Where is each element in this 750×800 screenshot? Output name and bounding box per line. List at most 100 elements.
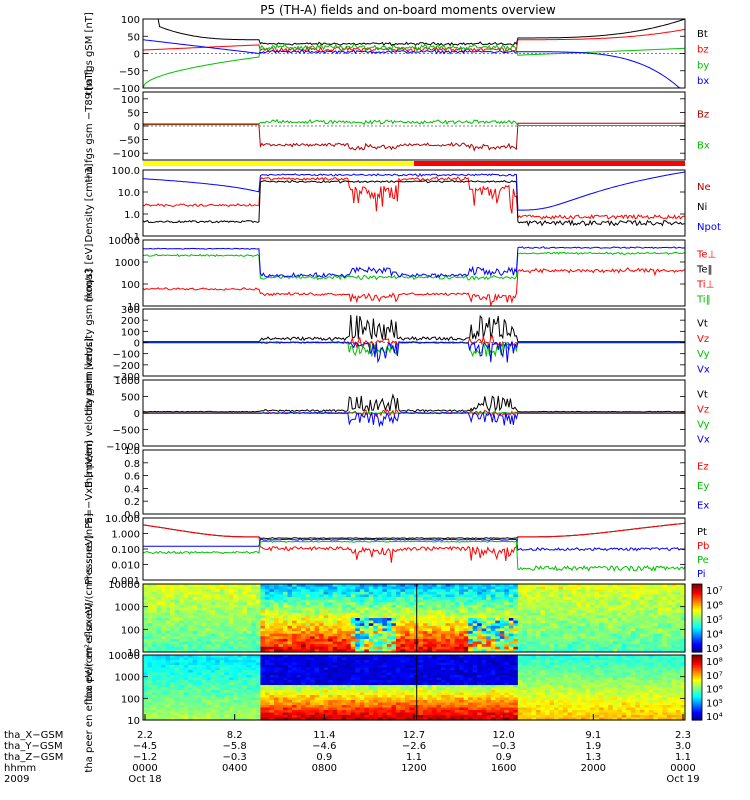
heatmap-cell [323, 665, 329, 669]
heatmap-cell [197, 662, 203, 666]
heatmap-cell [526, 628, 533, 632]
heatmap-cell [292, 597, 298, 601]
heatmap-cell [432, 591, 438, 596]
heatmap-cell [346, 685, 352, 689]
heatmap-cell [409, 594, 415, 598]
heatmap-cell [535, 604, 542, 609]
heatmap-cell [264, 584, 271, 588]
heatmap-cell [179, 680, 185, 684]
heatmap-cell [382, 695, 388, 699]
heatmap-cell [522, 620, 528, 624]
heatmap-cell [273, 662, 280, 666]
heatmap-cell [459, 628, 465, 632]
heatmap-cell [188, 641, 194, 645]
colorbar-segment [692, 636, 702, 639]
heatmap-cell [400, 707, 406, 711]
heatmap-cell [432, 633, 438, 637]
heatmap-cell [423, 638, 429, 643]
heatmap-cell [468, 584, 474, 588]
heatmap-cell [188, 597, 194, 601]
heatmap-cell [558, 586, 564, 590]
heatmap-cell [436, 607, 442, 611]
heatmap-cell [283, 599, 289, 603]
heatmap-cell [630, 638, 636, 643]
heatmap-cell [201, 675, 207, 679]
heatmap-cell [296, 589, 302, 593]
heatmap-cell [192, 628, 198, 632]
heatmap-cell [319, 620, 325, 624]
heatmap-cell [468, 628, 474, 632]
heatmap-cell [269, 680, 275, 684]
heatmap-cell [147, 675, 153, 679]
heatmap-cell [233, 662, 239, 666]
heatmap-cell [653, 625, 659, 630]
heatmap-cell [287, 586, 293, 590]
colorbar-segment [692, 595, 702, 599]
heatmap-cell [540, 615, 546, 619]
heatmap-cell [287, 657, 293, 661]
heatmap-cell [368, 625, 374, 630]
heatmap-cell [215, 599, 221, 603]
heatmap-cell [364, 660, 370, 664]
heatmap-cell [359, 695, 365, 699]
heatmap-cell [292, 712, 298, 716]
heatmap-cell [156, 633, 162, 637]
heatmap-cell [373, 607, 379, 611]
heatmap-cell [183, 702, 189, 706]
heatmap-cell [621, 631, 627, 635]
heatmap-cell [418, 620, 424, 624]
heatmap-cell [165, 638, 171, 643]
heatmap-cell [305, 692, 311, 696]
heatmap-cell [255, 586, 262, 590]
heatmap-cell [201, 682, 207, 686]
heatmap-cell [454, 644, 460, 648]
heatmap-cell [594, 615, 600, 619]
heatmap-cell [224, 660, 230, 664]
heatmap-cell [382, 715, 388, 719]
heatmap-cell [183, 717, 189, 721]
heatmap-cell [341, 705, 347, 709]
heatmap-cell [292, 675, 298, 679]
heatmap-cell [468, 649, 474, 653]
heatmap-cell [147, 610, 153, 614]
heatmap-cell [237, 597, 243, 601]
heatmap-cell [287, 618, 293, 622]
heatmap-cell [581, 633, 587, 637]
heatmap-cell [174, 625, 180, 630]
heatmap-cell [165, 697, 171, 701]
heatmap-cell [395, 692, 402, 696]
heatmap-cell [206, 625, 212, 630]
heatmap-cell [242, 685, 248, 689]
heatmap-cell [201, 594, 207, 598]
heatmap-cell [188, 620, 194, 624]
heatmap-cell [364, 589, 370, 593]
heatmap-cell [531, 641, 537, 645]
heatmap-cell [436, 586, 442, 590]
heatmap-cell [287, 700, 293, 704]
heatmap-cell [201, 697, 207, 701]
heatmap-cell [630, 612, 636, 616]
heatmap-cell [508, 649, 514, 653]
heatmap-cell [328, 680, 334, 684]
heatmap-cell [328, 591, 334, 596]
heatmap-cell [269, 655, 275, 659]
heatmap-cell [233, 615, 239, 619]
heatmap-cell [364, 705, 370, 709]
heatmap-cell [391, 670, 397, 674]
heatmap-cell [662, 644, 668, 648]
y-tick-label: 300 [121, 305, 140, 316]
heatmap-cell [143, 636, 149, 640]
heatmap-cell [513, 612, 519, 616]
heatmap-cell [364, 717, 370, 721]
heatmap-cell [558, 599, 564, 603]
heatmap-cell [296, 586, 302, 590]
heatmap-cell [319, 717, 325, 721]
heatmap-cell [576, 604, 582, 609]
heatmap-cell [341, 712, 347, 716]
heatmap-cell [653, 615, 659, 619]
heatmap-cell [346, 615, 352, 619]
heatmap-cell [215, 636, 221, 640]
heatmap-cell [671, 584, 677, 588]
heatmap-cell [292, 687, 298, 691]
heatmap-cell [377, 685, 383, 689]
